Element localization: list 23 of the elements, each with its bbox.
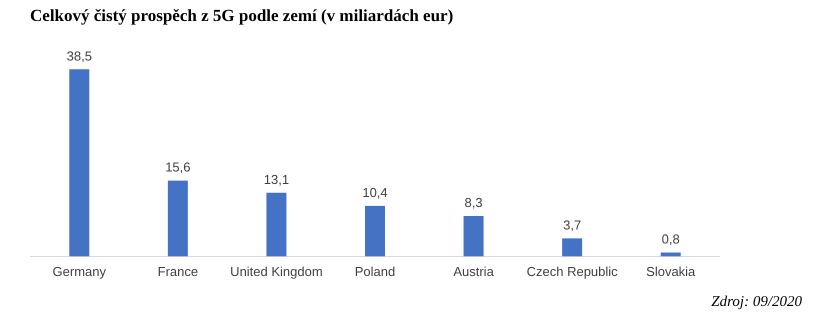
bar [562, 238, 582, 256]
x-tick-label: United Kingdom [230, 264, 323, 279]
text: Zdroj: 09/2020 [711, 294, 802, 311]
x-tick-label: France [158, 264, 198, 279]
x-tick-label: Czech Republic [526, 264, 618, 279]
bar [464, 216, 484, 256]
data-label: 15,6 [165, 160, 191, 175]
bar [365, 206, 385, 256]
x-tick-label: Poland [354, 264, 396, 279]
bar [660, 252, 681, 256]
x-tick-label: Slovakia [646, 264, 696, 279]
data-label: 8,3 [464, 195, 483, 210]
chart-title: Celkový čistý prospěch z 5G podle zemí (v miliardách eur) [30, 6, 454, 26]
data-label: 13,1 [264, 172, 290, 187]
data-label: 10,4 [362, 184, 388, 200]
data-label: 3,7 [563, 217, 582, 232]
data-label: 38,5 [66, 48, 92, 64]
data-label: 0,8 [662, 232, 680, 247]
x-tick-label: Austria [453, 264, 495, 279]
bar [69, 69, 90, 256]
x-tick-label: Germany [52, 264, 107, 279]
bar [168, 180, 188, 256]
bar [266, 192, 286, 256]
